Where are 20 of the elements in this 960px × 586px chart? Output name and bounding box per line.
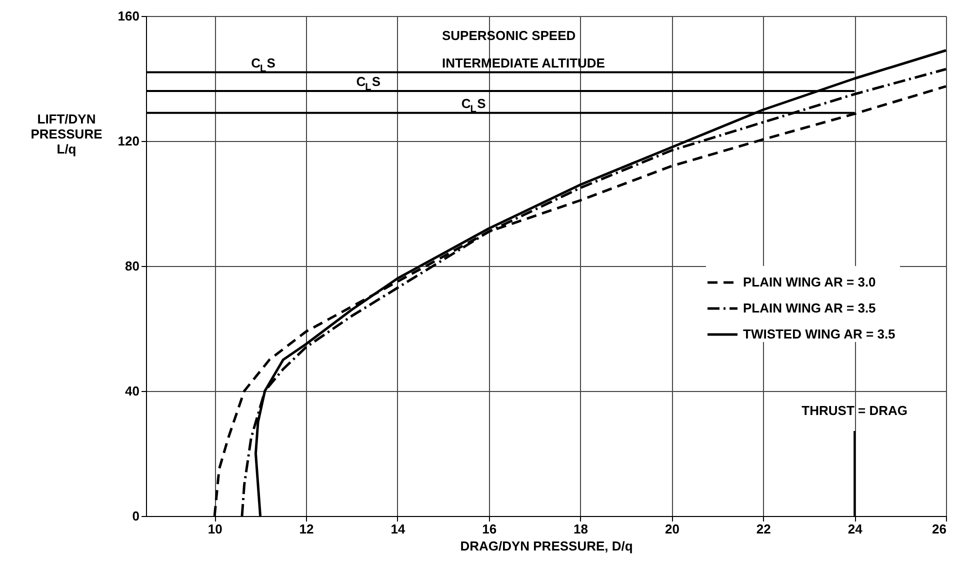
x-tick-label: 22 [756,522,771,536]
x-tick-label: 18 [574,522,588,536]
x-tick-label: 20 [664,522,680,536]
ref-line-label: THRUST = DRAG [802,403,908,418]
legend-label: TWISTED WING AR = 3.5 [743,326,896,342]
x-tick-label: 24 [848,522,864,536]
y-axis-title: LIFT/DYN PRESSURE L/q [30,112,103,156]
x-tick-label: 12 [299,522,314,536]
x-tick-label: 26 [932,522,946,536]
y-tick-label: 40 [125,384,140,398]
y-tick-label: 80 [125,258,140,274]
y-tick-label: 0 [132,508,140,524]
legend-label: PLAIN WING AR = 3.0 [743,274,876,290]
y-tick-label: 160 [118,8,140,24]
legend-label: PLAIN WING AR = 3.5 [743,300,876,316]
x-tick-label: 10 [208,522,222,536]
y-tick-label: 120 [118,134,140,148]
x-tick-label: 14 [390,522,406,536]
x-axis-title: DRAG/DYN PRESSURE, D/q [460,538,633,554]
x-tick-label: 16 [482,522,497,536]
